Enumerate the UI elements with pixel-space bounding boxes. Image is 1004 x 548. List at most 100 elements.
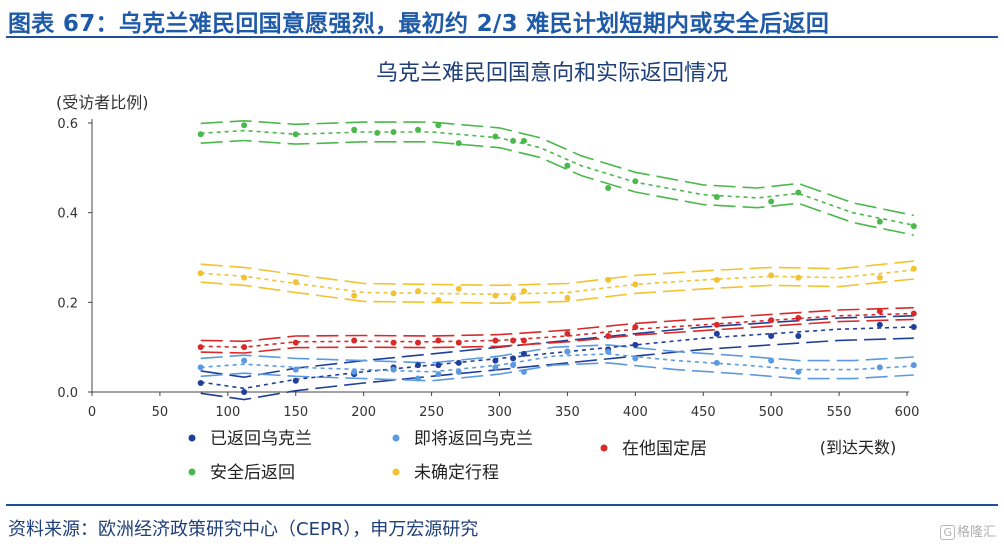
legend-marker (392, 434, 400, 442)
data-point (435, 371, 442, 378)
data-point (292, 131, 299, 138)
data-point (351, 337, 358, 344)
data-point (510, 137, 517, 144)
legend-label: 未确定行程 (414, 463, 499, 483)
source-note: 资料来源：欧洲经济政策研究中心（CEPR），申万宏源研究 (8, 519, 479, 540)
data-point (415, 375, 421, 382)
title-rule (6, 36, 998, 38)
data-point (632, 281, 639, 288)
x-tick-label: 550 (827, 405, 852, 420)
data-point (795, 274, 802, 281)
data-point (197, 344, 204, 351)
data-point (492, 133, 499, 140)
x-tick-label: 0 (88, 405, 96, 420)
x-tick-label: 600 (895, 405, 920, 420)
legend-label: 即将返回乌克兰 (414, 429, 533, 449)
data-point (713, 359, 720, 366)
data-point (564, 348, 571, 355)
data-point (510, 294, 517, 301)
data-point (351, 292, 358, 299)
x-tick-label: 500 (759, 405, 784, 420)
data-point (605, 332, 612, 339)
band-lower (200, 318, 914, 354)
x-tick-label: 50 (152, 405, 169, 420)
data-point (510, 362, 517, 369)
data-point (492, 337, 499, 344)
watermark-text: 格隆汇 (956, 525, 996, 540)
footer-rule (6, 504, 998, 506)
data-point (492, 292, 499, 299)
x-tick-label: 450 (691, 405, 716, 420)
data-point (876, 364, 883, 371)
data-point (197, 364, 204, 371)
data-point (351, 368, 358, 375)
chart-title: 乌克兰难民回国意向和实际返回情况 (376, 61, 728, 86)
data-point (564, 294, 571, 301)
data-points (197, 122, 917, 395)
legend-marker (188, 468, 196, 476)
axes: 0.0 0.2 0.4 0.6 0 50 100 150 200 250 300 350 400 450 5… (57, 117, 919, 420)
fit-line (200, 326, 914, 390)
y-axis-label: (受访者比例) (56, 93, 149, 112)
x-tick-label: 150 (283, 405, 308, 420)
watermark: G 格隆汇 (940, 521, 996, 540)
data-point (510, 355, 517, 362)
x-axis-label: (到达天数) (820, 438, 897, 457)
band-lower (200, 362, 914, 382)
data-point (632, 355, 639, 362)
band-lower (200, 337, 914, 401)
data-point (520, 288, 527, 295)
figure-title: 图表 67：乌克兰难民回国意愿强烈，最初约 2/3 难民计划短期内或安全后返回 (8, 11, 830, 37)
data-point (292, 279, 299, 286)
data-point (390, 290, 397, 297)
legend-marker (188, 434, 196, 442)
data-point (435, 122, 442, 129)
data-point (910, 265, 917, 272)
x-tick-label: 200 (351, 405, 376, 420)
data-point (713, 321, 720, 328)
data-point (910, 310, 917, 317)
data-point (415, 126, 421, 133)
data-point (632, 323, 639, 330)
data-point (241, 357, 248, 364)
data-point (435, 337, 442, 344)
data-point (713, 276, 720, 283)
data-point (520, 337, 527, 344)
data-point (455, 368, 462, 375)
y-tick-label: 0.4 (57, 207, 78, 222)
y-tick-label: 0.6 (57, 117, 78, 132)
data-point (605, 276, 612, 283)
data-point (605, 348, 612, 355)
data-point (390, 128, 397, 135)
data-point (564, 330, 571, 337)
data-point (876, 218, 883, 225)
band-lower (200, 278, 914, 305)
fit-line (200, 129, 914, 226)
data-point (292, 377, 299, 384)
data-point (632, 178, 639, 185)
data-point (768, 272, 775, 279)
data-point (768, 357, 775, 364)
legend-label: 在他国定居 (622, 439, 707, 459)
x-tick-label: 250 (419, 405, 444, 420)
legend-label: 安全后返回 (210, 463, 295, 483)
data-point (713, 330, 720, 337)
band-upper (200, 306, 914, 343)
data-point (197, 380, 204, 387)
data-point (435, 362, 442, 369)
data-point (876, 308, 883, 315)
data-point (910, 223, 917, 230)
data-point (455, 339, 462, 346)
data-point (510, 337, 517, 344)
data-point (492, 364, 499, 371)
data-point (492, 357, 499, 364)
chart: 乌克兰难民回国意向和实际返回情况 (受访者比例) 0.0 0.2 0.4 0.6 0 50… (56, 61, 919, 483)
band-upper (200, 344, 914, 364)
data-point (520, 368, 527, 375)
data-point (876, 274, 883, 281)
data-point (435, 297, 442, 304)
data-point (795, 189, 802, 196)
y-tick-label: 0.0 (57, 386, 78, 401)
data-point (197, 131, 204, 138)
